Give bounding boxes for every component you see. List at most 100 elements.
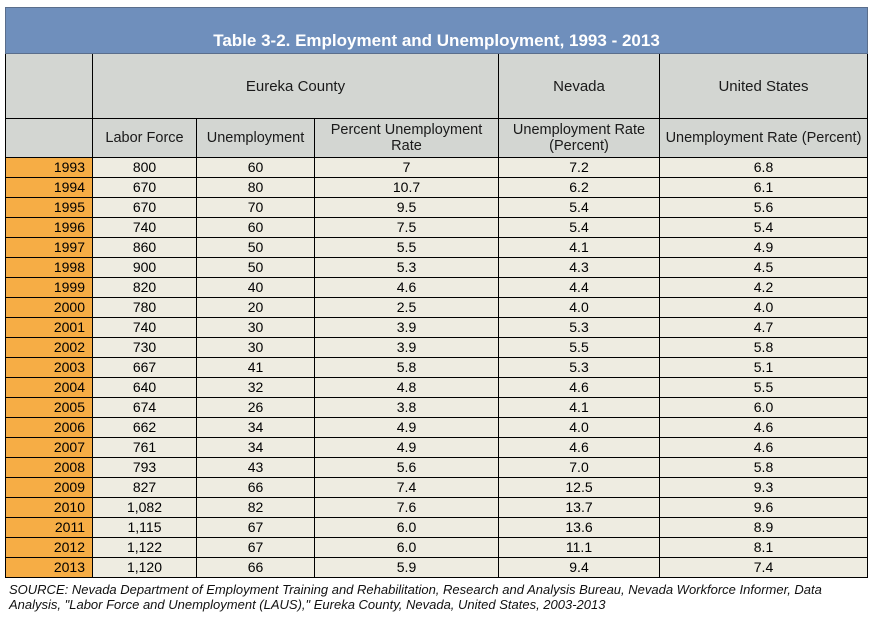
us-rate-cell: 4.2 (659, 277, 868, 298)
labor-force-cell: 900 (92, 257, 197, 278)
labor-force-cell: 640 (92, 377, 197, 398)
table-body: 1993 800 60 7 7.2 6.8 1994 670 80 10.7 6.2 6.1 1995 6… (5, 157, 868, 578)
table-title: Table 3-2. Employment and Unemployment, … (5, 7, 868, 54)
labor-force-cell: 1,115 (92, 517, 197, 538)
year-cell: 2003 (5, 357, 93, 378)
year-cell: 2007 (5, 437, 93, 458)
unemployment-cell: 30 (196, 337, 315, 358)
us-rate-cell: 5.8 (659, 457, 868, 478)
percent-rate-cell: 3.9 (314, 337, 499, 358)
percent-rate-cell: 7 (314, 157, 499, 178)
year-cell: 2002 (5, 337, 93, 358)
table-row: 1998 900 50 5.3 4.3 4.5 (5, 257, 868, 278)
unemployment-cell: 50 (196, 257, 315, 278)
us-rate-cell: 4.0 (659, 297, 868, 318)
labor-force-cell: 740 (92, 317, 197, 338)
column-header-us-rate: Unemployment Rate (Percent) (659, 118, 868, 158)
percent-rate-cell: 4.6 (314, 277, 499, 298)
year-cell: 2011 (5, 517, 93, 538)
table-row: 2010 1,082 82 7.6 13.7 9.6 (5, 497, 868, 518)
nevada-rate-cell: 5.5 (498, 337, 660, 358)
unemployment-cell: 82 (196, 497, 315, 518)
column-header-percent-rate: Percent Unemployment Rate (314, 118, 499, 158)
percent-rate-cell: 5.5 (314, 237, 499, 258)
percent-rate-cell: 5.3 (314, 257, 499, 278)
table-row: 2005 674 26 3.8 4.1 6.0 (5, 397, 868, 418)
year-cell: 2001 (5, 317, 93, 338)
unemployment-cell: 20 (196, 297, 315, 318)
year-cell: 1998 (5, 257, 93, 278)
nevada-rate-cell: 4.1 (498, 397, 660, 418)
percent-rate-cell: 3.9 (314, 317, 499, 338)
year-cell: 2004 (5, 377, 93, 398)
nevada-rate-cell: 5.4 (498, 197, 660, 218)
table-row: 2013 1,120 66 5.9 9.4 7.4 (5, 557, 868, 578)
nevada-rate-cell: 12.5 (498, 477, 660, 498)
labor-force-cell: 800 (92, 157, 197, 178)
us-rate-cell: 4.9 (659, 237, 868, 258)
table-row: 2006 662 34 4.9 4.0 4.6 (5, 417, 868, 438)
percent-rate-cell: 3.8 (314, 397, 499, 418)
labor-force-cell: 670 (92, 177, 197, 198)
percent-rate-cell: 7.5 (314, 217, 499, 238)
nevada-rate-cell: 9.4 (498, 557, 660, 578)
unemployment-cell: 60 (196, 157, 315, 178)
us-rate-cell: 4.6 (659, 417, 868, 438)
labor-force-cell: 670 (92, 197, 197, 218)
year-cell: 1993 (5, 157, 93, 178)
unemployment-cell: 66 (196, 477, 315, 498)
labor-force-cell: 1,120 (92, 557, 197, 578)
year-cell: 1996 (5, 217, 93, 238)
labor-force-cell: 780 (92, 297, 197, 318)
employment-table: Table 3-2. Employment and Unemployment, … (5, 7, 868, 578)
unemployment-cell: 34 (196, 417, 315, 438)
percent-rate-cell: 4.9 (314, 437, 499, 458)
nevada-rate-cell: 4.0 (498, 417, 660, 438)
labor-force-cell: 740 (92, 217, 197, 238)
percent-rate-cell: 5.6 (314, 457, 499, 478)
year-cell: 2010 (5, 497, 93, 518)
us-rate-cell: 5.6 (659, 197, 868, 218)
labor-force-cell: 662 (92, 417, 197, 438)
us-rate-cell: 6.8 (659, 157, 868, 178)
group-header-nevada: Nevada (498, 53, 660, 119)
unemployment-cell: 43 (196, 457, 315, 478)
table-row: 2011 1,115 67 6.0 13.6 8.9 (5, 517, 868, 538)
us-rate-cell: 5.8 (659, 337, 868, 358)
us-rate-cell: 5.5 (659, 377, 868, 398)
us-rate-cell: 9.3 (659, 477, 868, 498)
unemployment-cell: 67 (196, 537, 315, 558)
group-header-us: United States (659, 53, 868, 119)
unemployment-cell: 50 (196, 237, 315, 258)
labor-force-cell: 1,082 (92, 497, 197, 518)
nevada-rate-cell: 4.6 (498, 437, 660, 458)
table-row: 1994 670 80 10.7 6.2 6.1 (5, 177, 868, 198)
nevada-rate-cell: 7.0 (498, 457, 660, 478)
year-cell: 1999 (5, 277, 93, 298)
us-rate-cell: 5.1 (659, 357, 868, 378)
percent-rate-cell: 6.0 (314, 537, 499, 558)
nevada-rate-cell: 5.3 (498, 317, 660, 338)
us-rate-cell: 4.7 (659, 317, 868, 338)
percent-rate-cell: 9.5 (314, 197, 499, 218)
labor-force-cell: 793 (92, 457, 197, 478)
unemployment-cell: 67 (196, 517, 315, 538)
us-rate-cell: 8.1 (659, 537, 868, 558)
labor-force-cell: 730 (92, 337, 197, 358)
table-row: 2004 640 32 4.8 4.6 5.5 (5, 377, 868, 398)
percent-rate-cell: 5.8 (314, 357, 499, 378)
us-rate-cell: 4.5 (659, 257, 868, 278)
table-row: 2007 761 34 4.9 4.6 4.6 (5, 437, 868, 458)
labor-force-cell: 1,122 (92, 537, 197, 558)
table-row: 2002 730 30 3.9 5.5 5.8 (5, 337, 868, 358)
year-cell: 2012 (5, 537, 93, 558)
nevada-rate-cell: 13.7 (498, 497, 660, 518)
table-container: Table 3-2. Employment and Unemployment, … (5, 7, 868, 612)
table-row: 1999 820 40 4.6 4.4 4.2 (5, 277, 868, 298)
unemployment-cell: 40 (196, 277, 315, 298)
table-row: 2000 780 20 2.5 4.0 4.0 (5, 297, 868, 318)
nevada-rate-cell: 4.6 (498, 377, 660, 398)
table-row: 2009 827 66 7.4 12.5 9.3 (5, 477, 868, 498)
nevada-rate-cell: 11.1 (498, 537, 660, 558)
us-rate-cell: 5.4 (659, 217, 868, 238)
